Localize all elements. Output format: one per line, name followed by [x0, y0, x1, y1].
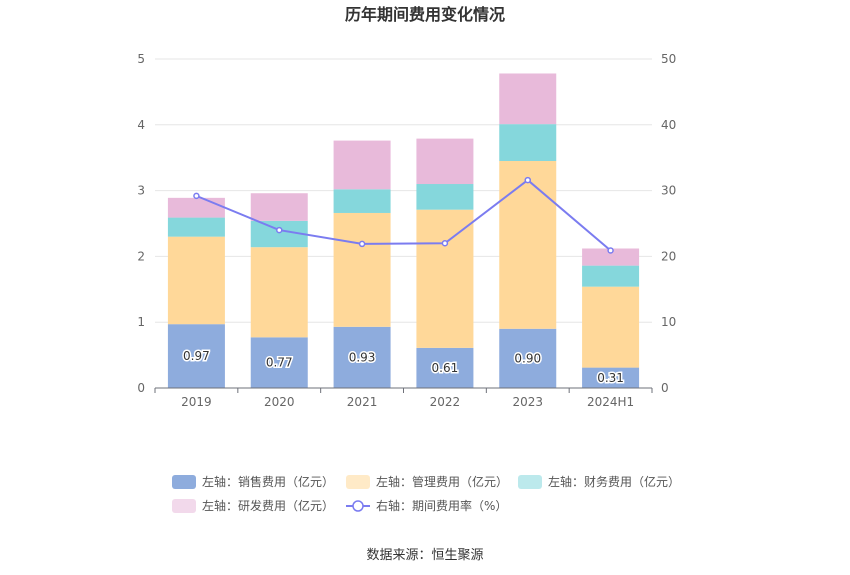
bar-segment [499, 73, 557, 125]
bar-segment [167, 324, 225, 388]
left-tick-label: 3 [137, 184, 145, 198]
x-tick-label: 2020 [264, 395, 295, 409]
legend-label: 左轴：财务费用（亿元） [548, 474, 680, 489]
bar-segment [416, 184, 474, 210]
bar-segment [333, 140, 391, 190]
legend-item: 左轴：销售费用（亿元） [172, 474, 334, 489]
left-tick-label: 4 [137, 118, 145, 132]
legend-item: 左轴：财务费用（亿元） [518, 474, 680, 489]
bar-segment [167, 217, 225, 237]
rate-point [607, 247, 614, 254]
bar-value-label: 0.61 [432, 361, 459, 375]
left-axis: 0 1 2 3 4 5 [137, 52, 145, 395]
bar-value-label: 0.97 [183, 349, 210, 363]
legend-item: 右轴：期间费用率（%） [346, 498, 507, 513]
right-tick-label: 30 [661, 184, 676, 198]
rate-point [524, 176, 531, 184]
x-tick-label: 2019 [181, 395, 212, 409]
x-tick-label: 2021 [347, 395, 378, 409]
bar-segment [250, 337, 308, 388]
bar-segment [167, 236, 225, 325]
rate-point [193, 192, 200, 200]
grid [155, 58, 652, 323]
right-tick-label: 50 [661, 52, 676, 66]
rate-point [276, 226, 283, 234]
left-tick-label: 0 [137, 381, 145, 395]
right-tick-label: 10 [661, 315, 676, 329]
legend: 左轴：销售费用（亿元） 左轴：管理费用（亿元） 左轴：财务费用（亿元） 左轴：研发费用… [172, 474, 680, 513]
legend-item: 左轴：管理费用（亿元） [346, 474, 508, 489]
bar-segment [499, 328, 557, 388]
x-tick-label: 2023 [512, 395, 543, 409]
bar-value-label: 0.90 [514, 351, 541, 365]
bar-segment [333, 189, 391, 213]
chart-title: 历年期间费用变化情况 [345, 5, 505, 24]
legend-label: 左轴：销售费用（亿元） [202, 474, 334, 489]
bar-segment [416, 209, 474, 348]
bar-segment [167, 197, 225, 218]
x-tick-label: 2024H1 [587, 395, 634, 409]
legend-swatch [172, 499, 196, 513]
bar-segment [333, 212, 391, 327]
rate-point [441, 239, 449, 247]
bar-segment [416, 347, 474, 388]
legend-label: 左轴：研发费用（亿元） [202, 498, 334, 513]
bar-segment [499, 124, 557, 161]
bar-segment [333, 326, 391, 388]
bar-segment [582, 265, 640, 287]
legend-item: 左轴：研发费用（亿元） [172, 498, 334, 513]
x-axis: 2019 2020 2021 2022 2023 2024H1 [154, 388, 653, 409]
legend-swatch [346, 475, 370, 489]
bar-segment [499, 160, 557, 329]
bar-segment [582, 367, 640, 388]
right-tick-label: 0 [661, 381, 669, 395]
bar-segment [250, 193, 308, 221]
bar-value-label: 0.77 [266, 356, 293, 370]
left-tick-label: 5 [137, 52, 145, 66]
right-tick-label: 20 [661, 249, 676, 263]
rate-line [196, 178, 612, 252]
rate-line-series [193, 176, 614, 254]
bar-value-label: 0.93 [349, 350, 376, 364]
legend-swatch [172, 475, 196, 489]
right-tick-label: 40 [661, 118, 676, 132]
bar-segment [416, 138, 474, 185]
bar-segment [250, 247, 308, 338]
left-tick-label: 2 [137, 249, 145, 263]
rate-point [358, 240, 366, 248]
right-axis: 0 10 20 30 40 50 [661, 52, 676, 395]
legend-swatch [518, 475, 542, 489]
bar-segment [582, 248, 640, 266]
left-tick-label: 1 [137, 315, 145, 329]
legend-label: 右轴：期间费用率（%） [376, 498, 507, 513]
bar-segment [582, 286, 640, 368]
data-source: 数据来源：恒生聚源 [366, 548, 483, 563]
legend-marker [352, 500, 364, 512]
bars [167, 73, 640, 388]
bar-value-label: 0.31 [597, 371, 624, 385]
legend-label: 左轴：管理费用（亿元） [376, 474, 508, 489]
bar-labels: 0.97 0.77 0.93 0.61 0.90 0.31 [182, 348, 626, 387]
x-tick-label: 2022 [430, 395, 461, 409]
